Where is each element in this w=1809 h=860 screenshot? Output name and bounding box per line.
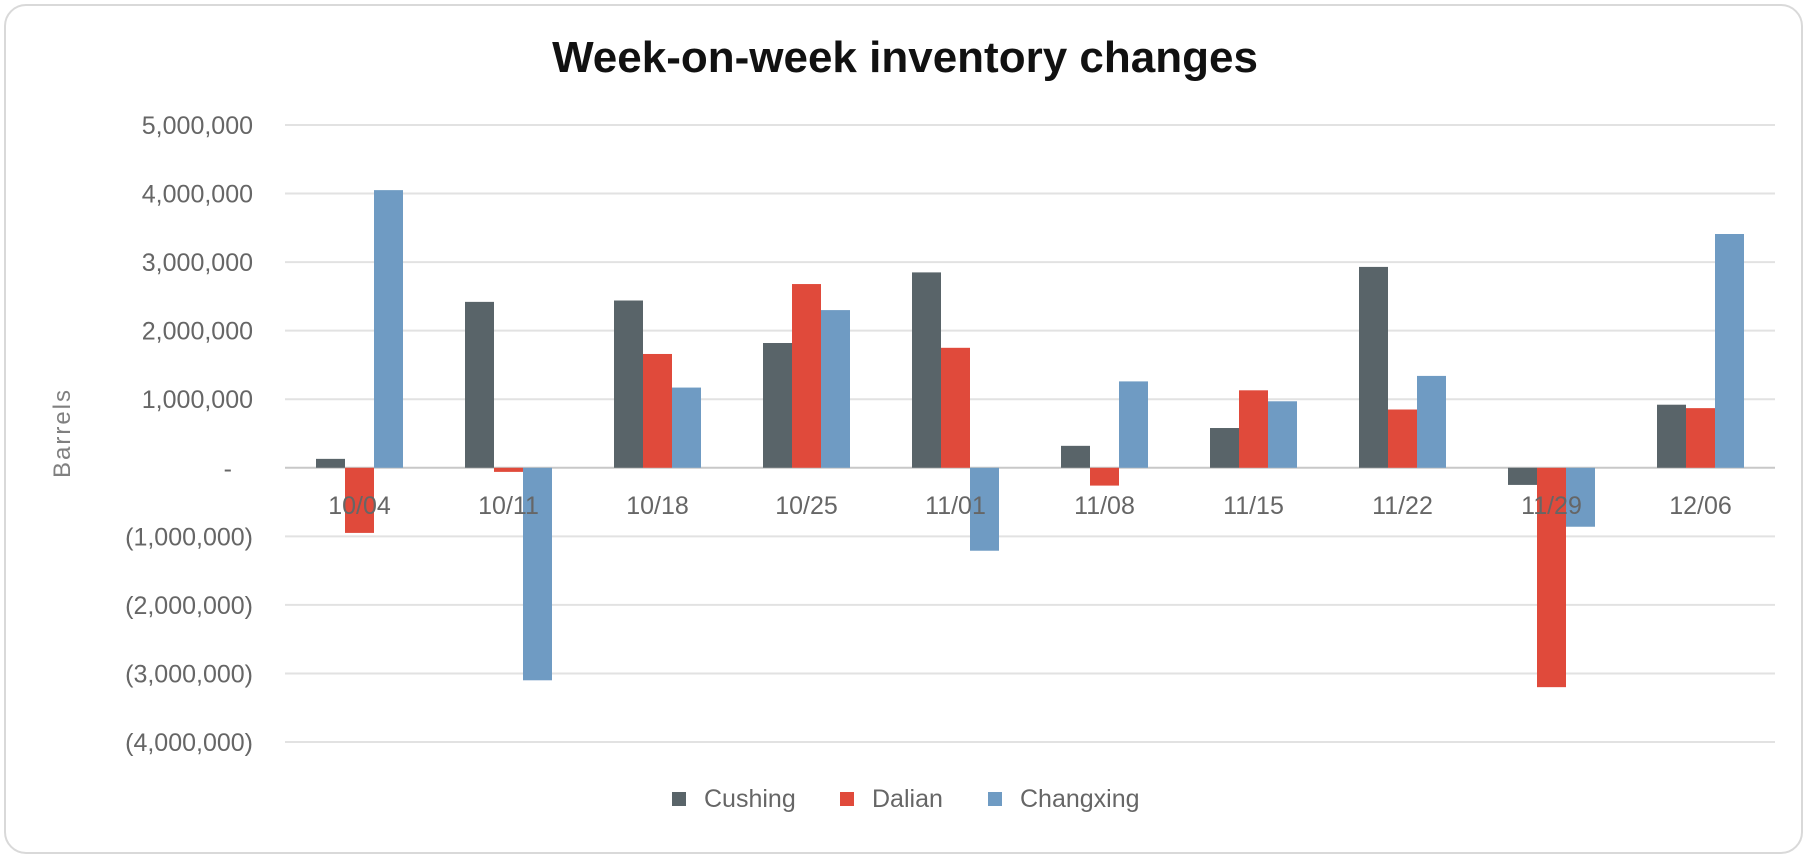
x-tick-labels: 10/04 10/11 10/18 10/25 11/01 11/08 11/15 11/22… [328, 492, 1732, 520]
bar-dalian [1090, 467, 1119, 486]
bars [316, 190, 1744, 688]
bar-dalian [1537, 467, 1566, 688]
bar-changxing [1566, 467, 1595, 527]
chart-title: Week-on-week inventory changes [552, 33, 1258, 82]
bar-cushing [763, 343, 792, 468]
x-tick-label: 12/06 [1669, 492, 1732, 520]
bar-changxing [374, 190, 403, 468]
x-tick-label: 11/08 [1074, 492, 1135, 520]
y-tick-label: 4,000,000 [142, 181, 253, 209]
bar-dalian [1686, 408, 1715, 468]
y-tick-labels: 5,000,000 4,000,000 3,000,000 2,000,000 1,00… [125, 112, 253, 757]
bar-cushing [1210, 428, 1239, 468]
x-tick-label: 10/11 [478, 492, 539, 520]
x-tick-label: 10/25 [775, 492, 838, 520]
bar-changxing [821, 310, 850, 468]
bar-changxing [672, 387, 701, 468]
legend-label-cushing: Cushing [704, 785, 796, 813]
bar-changxing [1417, 375, 1446, 468]
bar-dalian [494, 467, 523, 472]
bar-cushing [1061, 445, 1090, 468]
y-tick-label: - [224, 455, 232, 483]
x-tick-label: 11/29 [1521, 492, 1582, 520]
bar-cushing [1657, 404, 1686, 468]
y-tick-label: (3,000,000) [125, 660, 253, 688]
chart-card [4, 4, 1803, 854]
bar-changxing [523, 467, 552, 681]
bar-cushing [912, 272, 941, 468]
bar-cushing [1359, 266, 1388, 468]
legend: Cushing Dalian Changxing [672, 785, 1140, 813]
bar-dalian [345, 467, 374, 533]
bar-changxing [1119, 381, 1148, 468]
bar-changxing [1715, 234, 1744, 468]
bar-dalian [1239, 390, 1268, 468]
x-tick-label: 10/04 [328, 492, 391, 520]
y-tick-label: 2,000,000 [142, 318, 253, 346]
bar-changxing [970, 467, 999, 551]
y-tick-label: (4,000,000) [125, 729, 253, 757]
legend-label-changxing: Changxing [1020, 785, 1140, 813]
x-tick-label: 10/18 [626, 492, 689, 520]
bar-cushing [1508, 467, 1537, 485]
bar-dalian [941, 347, 970, 468]
y-tick-label: 5,000,000 [142, 112, 253, 140]
y-tick-label: (2,000,000) [125, 592, 253, 620]
y-tick-label: (1,000,000) [125, 523, 253, 551]
bar-cushing [614, 300, 643, 468]
bar-cushing [465, 301, 494, 468]
x-tick-label: 11/22 [1372, 492, 1433, 520]
legend-swatch-dalian [840, 792, 854, 806]
bar-cushing [316, 458, 345, 468]
legend-label-dalian: Dalian [872, 785, 943, 813]
x-tick-label: 11/01 [925, 492, 986, 520]
y-axis-label: Barrels [49, 388, 76, 478]
bar-dalian [792, 284, 821, 468]
bar-changxing [1268, 401, 1297, 468]
y-tick-label: 3,000,000 [142, 249, 253, 277]
x-tick-label: 11/15 [1223, 492, 1284, 520]
legend-swatch-changxing [988, 792, 1002, 806]
y-tick-label: 1,000,000 [142, 386, 253, 414]
bar-dalian [643, 353, 672, 468]
legend-swatch-cushing [672, 792, 686, 806]
bar-dalian [1388, 409, 1417, 468]
